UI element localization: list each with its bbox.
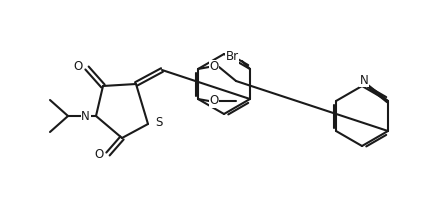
- Text: O: O: [209, 60, 219, 74]
- Text: O: O: [95, 148, 104, 162]
- Text: N: N: [359, 74, 368, 86]
- Text: Br: Br: [225, 50, 239, 64]
- Text: N: N: [81, 110, 90, 123]
- Text: O: O: [209, 95, 219, 107]
- Text: O: O: [74, 60, 83, 73]
- Text: S: S: [155, 117, 162, 130]
